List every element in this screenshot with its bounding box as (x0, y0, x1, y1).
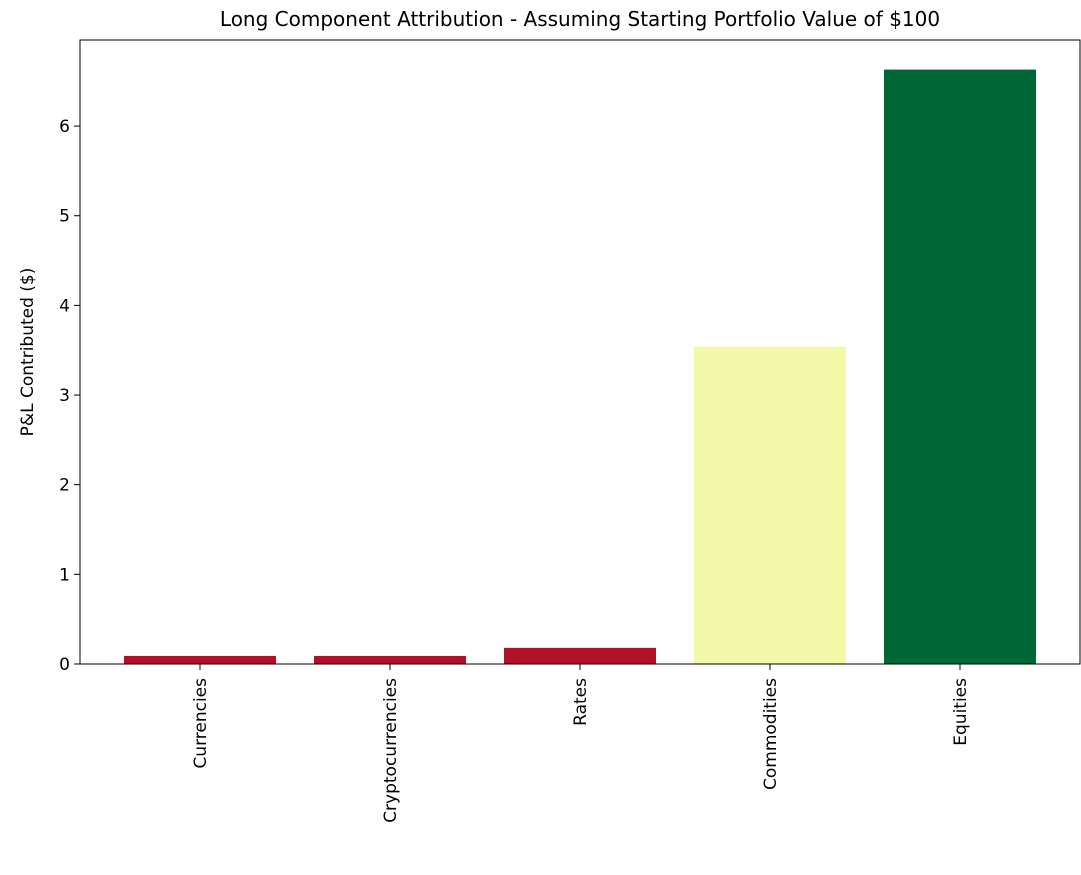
bar (504, 647, 656, 664)
y-tick-label: 2 (59, 476, 70, 496)
y-axis-label: P&L Contributed ($) (18, 268, 38, 437)
chart-title: Long Component Attribution - Assuming St… (220, 7, 940, 31)
plot-frame (79, 39, 1081, 665)
y-tick-label: 5 (59, 207, 70, 227)
y-tick-label: 1 (59, 565, 70, 585)
bar (694, 346, 846, 664)
x-tick-label: Currencies (191, 678, 211, 769)
bar (314, 655, 466, 664)
y-tick-label: 4 (59, 296, 70, 316)
y-tick-label: 3 (59, 386, 70, 406)
y-tick-label: 6 (59, 117, 70, 137)
x-tick-label: Rates (571, 678, 591, 726)
x-tick-label: Cryptocurrencies (381, 678, 401, 823)
x-tick-label: Commodities (761, 678, 781, 790)
x-tick-label: Equities (951, 678, 971, 746)
bar (884, 69, 1036, 665)
y-tick-label: 0 (59, 655, 70, 675)
bar (124, 655, 276, 664)
